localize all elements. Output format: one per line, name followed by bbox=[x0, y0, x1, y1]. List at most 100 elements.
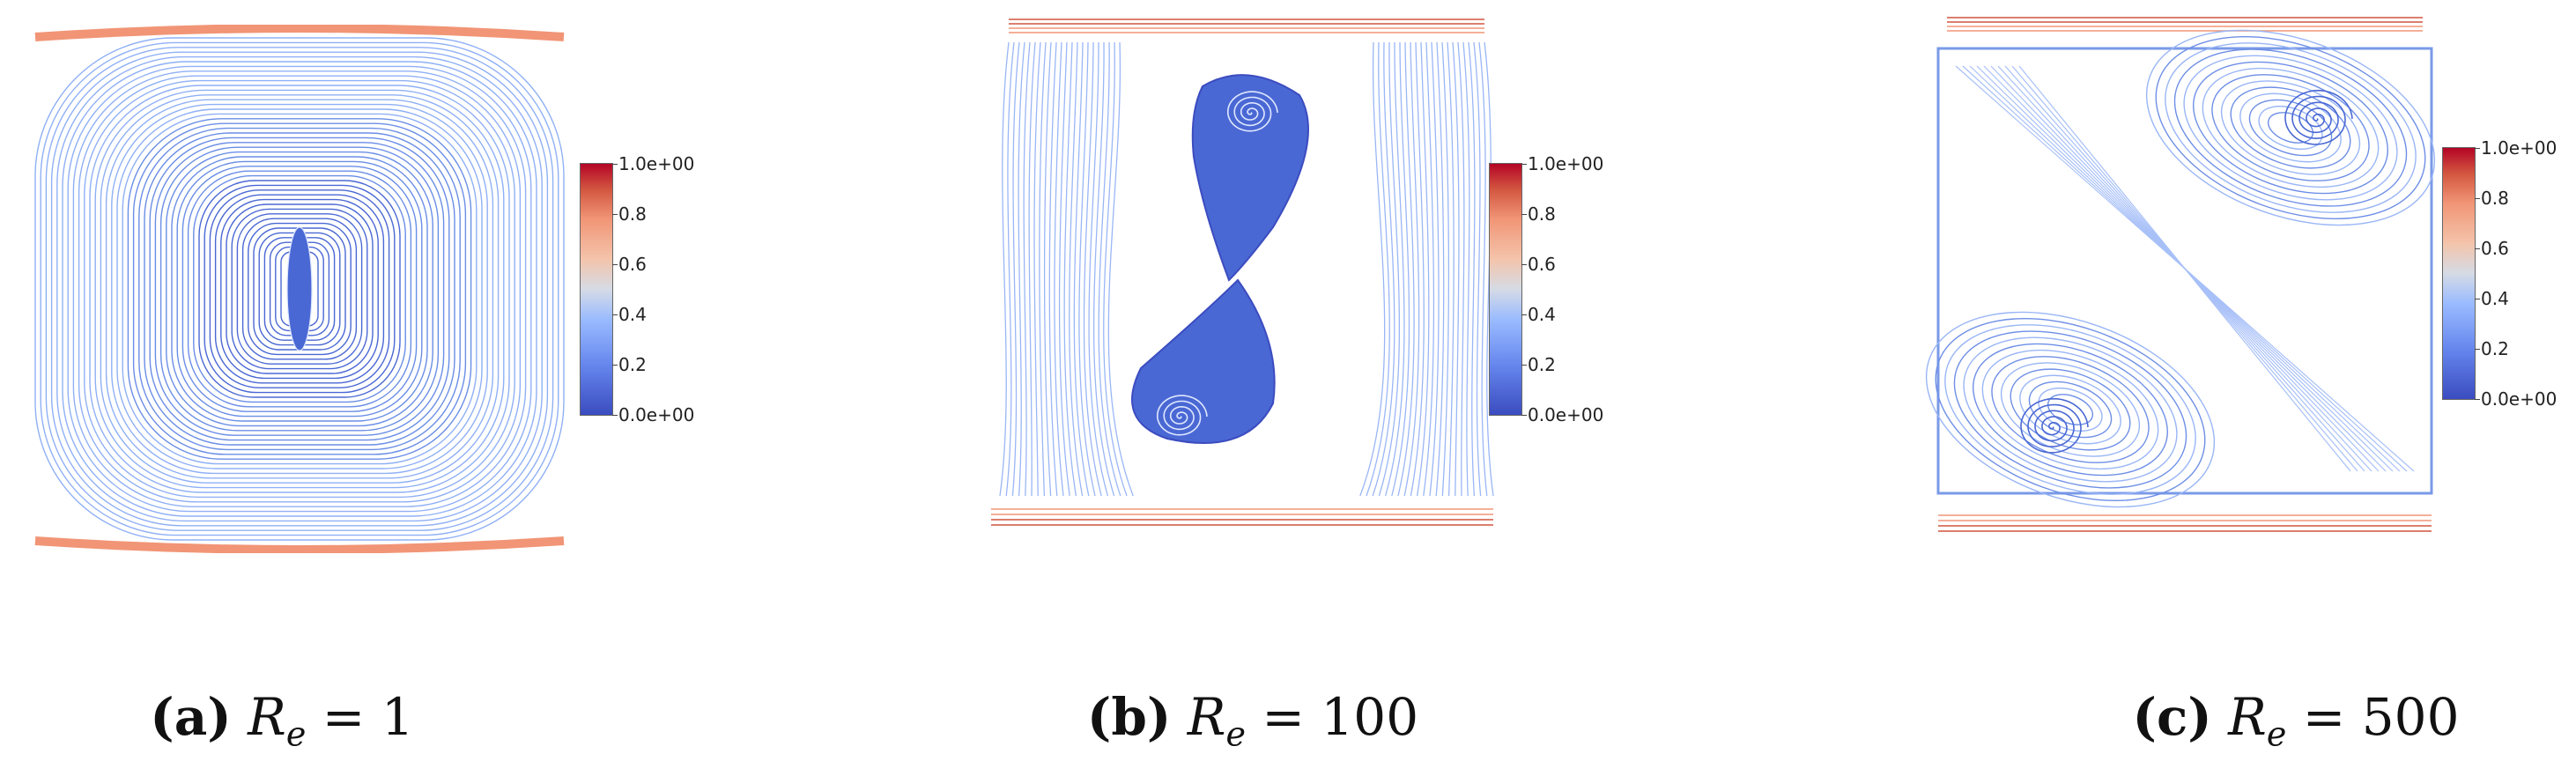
streamline bbox=[1429, 41, 1440, 497]
streamline bbox=[1378, 41, 1401, 497]
caption-variable: R bbox=[1187, 687, 1226, 747]
caption-b: (b) Re = 100 bbox=[1087, 687, 1418, 754]
streamline bbox=[1447, 41, 1455, 497]
colorbar-tick-mark bbox=[2475, 148, 2480, 149]
colorbar-tick-label: 0.8 bbox=[618, 203, 647, 225]
colorbar-tick-mark bbox=[1521, 415, 1527, 416]
streamline bbox=[1033, 41, 1041, 497]
streamline bbox=[132, 122, 467, 455]
streamline bbox=[72, 70, 527, 507]
streamline bbox=[220, 198, 379, 380]
streamline bbox=[138, 127, 461, 451]
streamline bbox=[1384, 41, 1405, 497]
colorbar-tick-label: 0.6 bbox=[1528, 254, 1556, 275]
caption-equation: = 1 bbox=[306, 687, 414, 747]
streamline bbox=[1973, 343, 2168, 477]
caption-variable: R bbox=[2228, 687, 2267, 747]
streamline bbox=[176, 160, 423, 418]
streamline bbox=[56, 55, 543, 522]
streamline bbox=[1468, 41, 1476, 497]
streamline bbox=[154, 142, 445, 436]
streamline bbox=[1103, 41, 1128, 497]
streamline bbox=[1092, 41, 1115, 497]
panel-a: 1.0e+00 0.8 0.6 0.4 0.2 0.0e+00 (a) Re = 1 bbox=[0, 0, 793, 776]
caption-subscript: e bbox=[285, 714, 307, 754]
streamline bbox=[78, 75, 522, 503]
streamline bbox=[2155, 35, 2426, 220]
streamline bbox=[1005, 41, 1015, 497]
streamline bbox=[34, 37, 565, 541]
colorbar-tick-label: 0.8 bbox=[1528, 203, 1556, 225]
panel-c: 1.0e+00 0.8 0.6 0.4 0.2 0.0e+00 (c) Re = 500 bbox=[1912, 0, 2576, 776]
colorbar-tick-mark bbox=[612, 365, 618, 366]
colorbar-tick-mark bbox=[1521, 164, 1527, 165]
streamline bbox=[1073, 41, 1090, 497]
streamline bbox=[2267, 112, 2314, 144]
streamline bbox=[127, 118, 472, 460]
streamline-plot-c bbox=[1925, 17, 2436, 532]
colorbar-tick-label: 0.6 bbox=[2481, 238, 2509, 259]
streamline bbox=[2173, 48, 2408, 207]
streamline bbox=[1416, 41, 1430, 497]
colorbar-tick-mark bbox=[1521, 264, 1527, 265]
streamline bbox=[2165, 42, 2417, 213]
streamline bbox=[45, 47, 554, 531]
streamline bbox=[1359, 41, 1386, 497]
streamline bbox=[1423, 41, 1435, 497]
colorbar-tick-mark bbox=[1521, 314, 1527, 315]
vortex-spiral bbox=[1157, 395, 1208, 436]
caption-c: (c) Re = 500 bbox=[2133, 687, 2460, 754]
caption-subscript: e bbox=[2266, 714, 2287, 754]
streamline bbox=[1083, 41, 1102, 497]
vortex-spiral bbox=[1227, 91, 1278, 132]
streamline bbox=[193, 174, 406, 403]
lid-stream bbox=[34, 25, 565, 41]
streamline bbox=[166, 151, 433, 427]
streamline bbox=[231, 208, 368, 370]
streamline bbox=[1963, 336, 2178, 483]
streamline bbox=[1925, 311, 2216, 508]
colorbar-tick-mark bbox=[2475, 399, 2480, 400]
colorbar-tick-label: 1.0e+00 bbox=[1528, 153, 1604, 174]
colorbar-tick-label: 0.4 bbox=[2481, 288, 2509, 309]
colorbar-tick-label: 0.2 bbox=[618, 354, 647, 375]
streamline bbox=[1403, 41, 1420, 497]
caption-equation: = 500 bbox=[2286, 687, 2460, 747]
streamline bbox=[2211, 74, 2370, 181]
streamline bbox=[1048, 41, 1058, 497]
caption-label: (b) bbox=[1086, 687, 1172, 747]
streamline bbox=[181, 166, 418, 412]
colorbar-tick-mark bbox=[612, 264, 618, 265]
streamline bbox=[50, 51, 549, 527]
vortex-spiral bbox=[2020, 397, 2089, 454]
colorbar-tick-mark bbox=[2475, 248, 2480, 249]
streamline bbox=[1028, 41, 1036, 497]
colorbar-tick-label: 0.8 bbox=[2481, 188, 2509, 209]
streamline bbox=[1011, 41, 1020, 497]
streamline bbox=[1944, 324, 2196, 495]
streamline bbox=[84, 79, 515, 499]
streamline bbox=[171, 156, 428, 422]
streamline bbox=[2010, 368, 2131, 451]
vortex-lower bbox=[1131, 278, 1276, 444]
streamline bbox=[1478, 41, 1488, 497]
colorbar-tick-label: 0.0e+00 bbox=[618, 404, 695, 425]
streamline bbox=[144, 132, 455, 446]
streamline bbox=[1069, 41, 1084, 497]
streamline bbox=[1107, 41, 1134, 497]
colorbar-tick-mark bbox=[612, 214, 618, 215]
streamline-plot-b bbox=[991, 18, 1494, 526]
colorbar-gradient bbox=[1489, 163, 1522, 416]
streamline bbox=[1473, 41, 1482, 497]
caption-a: (a) Re = 1 bbox=[150, 687, 413, 754]
colorbar-tick-label: 0.2 bbox=[2481, 338, 2509, 359]
streamline bbox=[209, 189, 390, 388]
streamline bbox=[122, 113, 477, 465]
caption-subscript: e bbox=[1225, 714, 1246, 754]
colorbar-tick-label: 0.0e+00 bbox=[2481, 388, 2557, 410]
streamline bbox=[67, 65, 532, 513]
streamline bbox=[1043, 41, 1052, 497]
streamline bbox=[248, 222, 352, 356]
streamline bbox=[94, 89, 505, 489]
streamline bbox=[241, 218, 358, 360]
